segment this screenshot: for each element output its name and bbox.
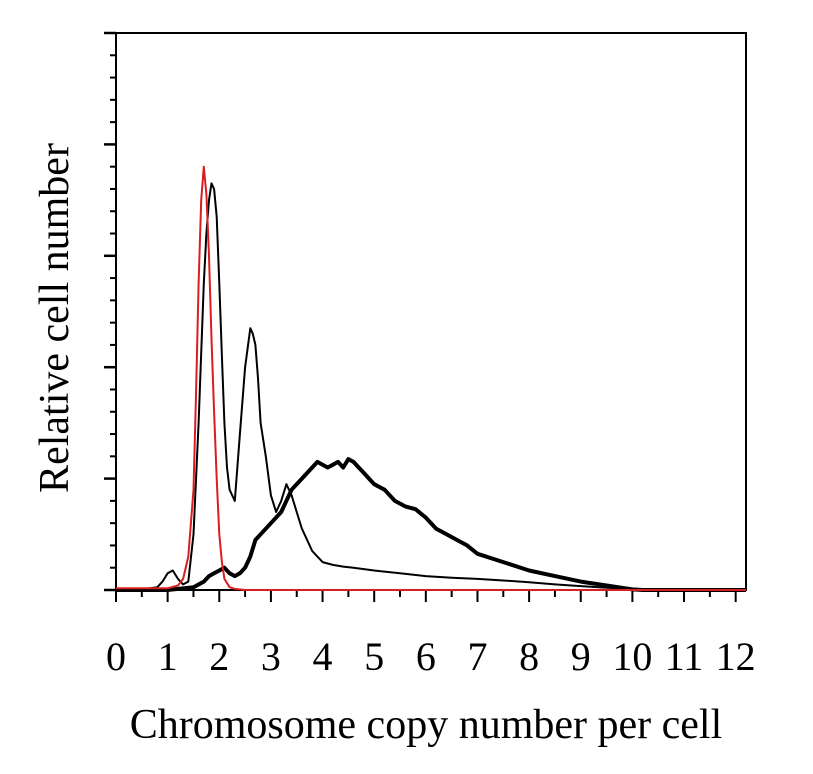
x-tick-label: 0: [106, 634, 126, 679]
x-tick-label: 12: [716, 634, 756, 679]
series-layer: [115, 165, 746, 592]
x-tick-label: 2: [209, 634, 229, 679]
x-tick-label: 10: [612, 634, 652, 679]
y-axis-ticks: [104, 31, 116, 592]
series-line-1: [116, 165, 746, 591]
x-tick-labels: 0 1 2 3 4 5 6 7 8 9 10 11 12: [106, 634, 756, 679]
x-axis-label: Chromosome copy number per cell: [130, 702, 723, 748]
x-tick-label: 6: [416, 634, 436, 679]
x-tick-label: 5: [364, 634, 384, 679]
x-tick-label: 11: [665, 634, 704, 679]
series-line-2: [115, 182, 746, 591]
x-tick-label: 4: [313, 634, 333, 679]
x-tick-label: 3: [261, 634, 281, 679]
x-tick-label: 7: [467, 634, 487, 679]
x-tick-label: 9: [571, 634, 591, 679]
series-line-3: [116, 457, 746, 592]
x-tick-label: 8: [519, 634, 539, 679]
y-axis-label: Relative cell number: [32, 143, 78, 493]
x-tick-label: 1: [158, 634, 178, 679]
